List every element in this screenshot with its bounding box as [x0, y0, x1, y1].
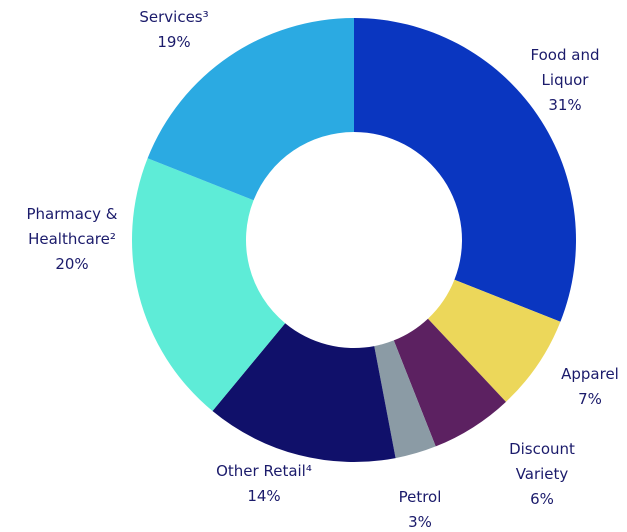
category-name: Services³ — [139, 8, 209, 26]
donut-segment — [374, 340, 436, 459]
segment-label: Services³ 19% — [114, 5, 234, 55]
donut-segment — [393, 318, 506, 447]
category-name: Discount Variety — [509, 440, 575, 483]
value-label: 19% — [157, 33, 191, 51]
category-name: Pharmacy & Healthcare² — [26, 205, 118, 248]
value-label: 14% — [247, 487, 281, 505]
category-name: Other Retail⁴ — [216, 462, 312, 480]
donut-segment — [427, 279, 561, 402]
segment-label: Food and Liquor 31% — [515, 43, 615, 118]
segment-label: Petrol 3% — [380, 485, 460, 532]
segment-label: Pharmacy & Healthcare² 20% — [7, 202, 137, 277]
category-name: Food and Liquor — [530, 46, 600, 89]
value-label: 20% — [55, 255, 89, 273]
category-name: Petrol — [398, 488, 442, 506]
value-label: 7% — [578, 390, 602, 408]
donut-segment — [132, 158, 286, 412]
segment-label: Discount Variety 6% — [492, 437, 592, 512]
segment-label: Apparel 7% — [540, 362, 627, 412]
category-name: Apparel — [561, 365, 619, 383]
donut-segment — [354, 18, 576, 322]
segment-label: Other Retail⁴ 14% — [194, 459, 334, 509]
donut-segment — [147, 18, 354, 201]
donut-segment — [212, 323, 396, 462]
value-label: 31% — [548, 96, 582, 114]
value-label: 3% — [408, 513, 432, 531]
value-label: 6% — [530, 490, 554, 508]
